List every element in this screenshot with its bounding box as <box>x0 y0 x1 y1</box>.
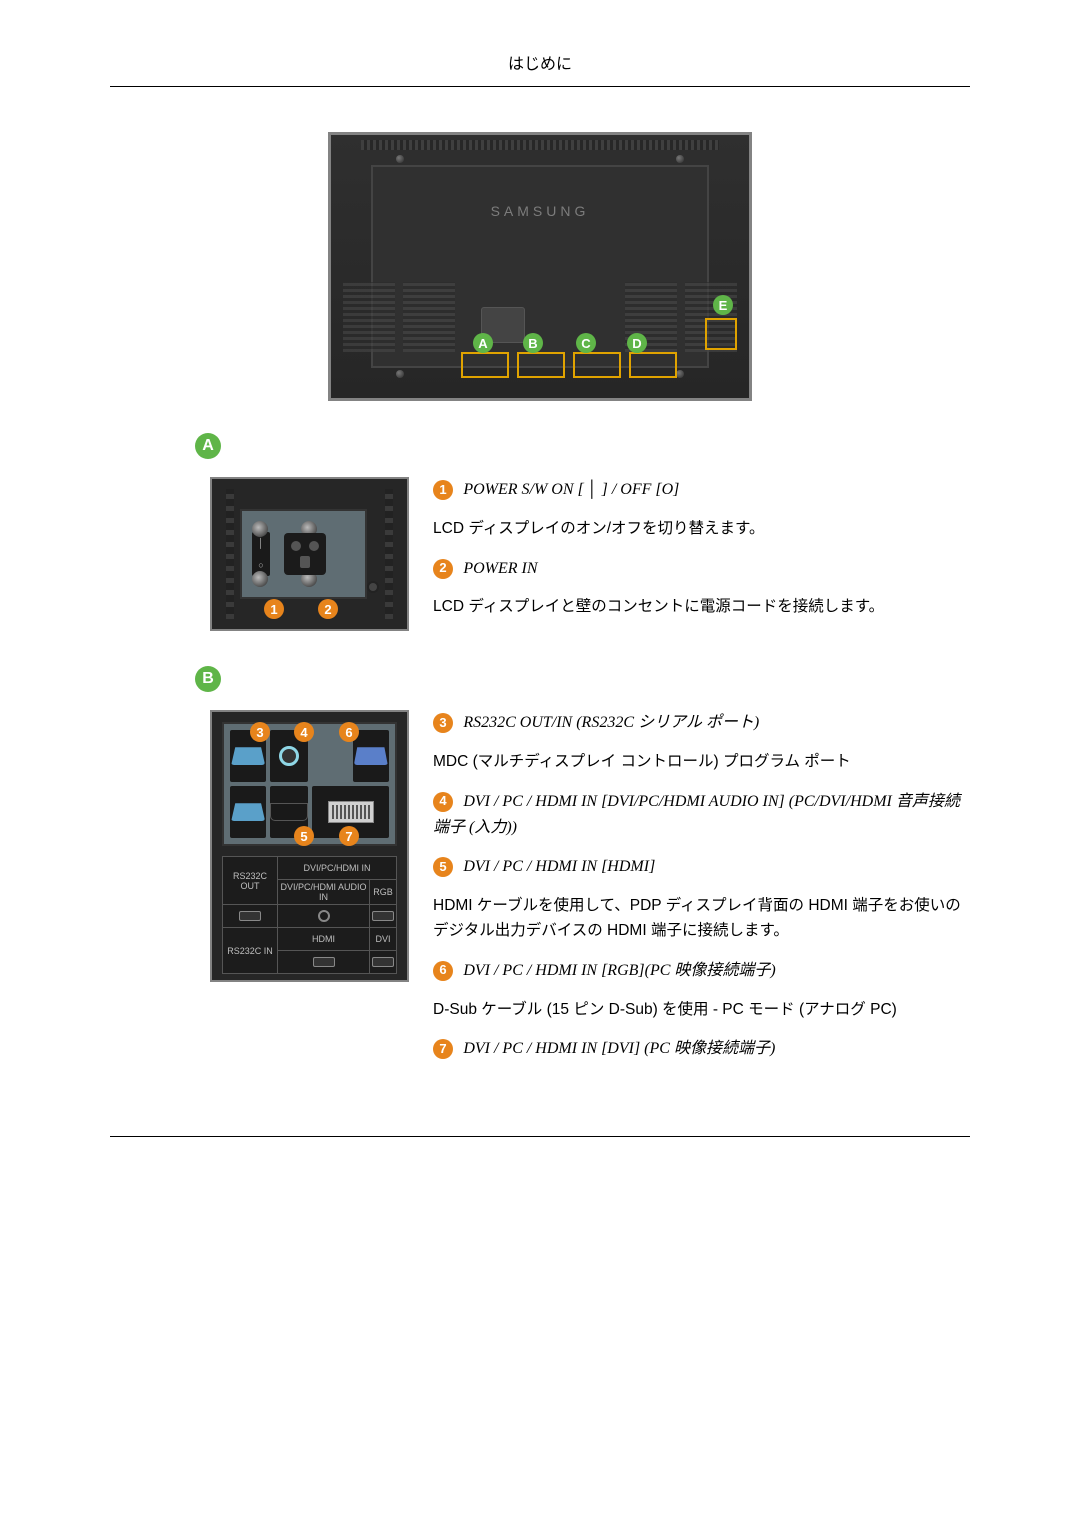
item-body: LCD ディスプレイと壁のコンセントに電源コードを接続します。 <box>433 595 970 620</box>
vent-icon <box>343 282 395 352</box>
section-B-desc: 3 RS232C OUT/IN (RS232C シリアル ポート) MDC (マ… <box>433 710 970 1076</box>
item-body: LCD ディスプレイのオン/オフを切り替えます。 <box>433 517 970 542</box>
marker-1-icon: 1 <box>264 599 284 619</box>
legend-slot <box>223 905 278 928</box>
marker-7-icon: 7 <box>433 1039 453 1059</box>
port-highlight-C <box>573 352 621 378</box>
section-B-thumb: 3 4 6 5 7 <box>210 710 409 982</box>
section-A-thumb: │○ 1 2 <box>210 477 409 631</box>
mount-holes-icon <box>226 489 234 619</box>
section-badge-A: A <box>195 433 221 459</box>
port-highlight-B <box>517 352 565 378</box>
legend-slot <box>369 951 396 974</box>
marker-3-icon: 3 <box>250 722 270 742</box>
item-body: D-Sub ケーブル (15 ピン D-Sub) を使用 - PC モード (ア… <box>433 998 970 1023</box>
item-title: DVI / PC / HDMI IN [DVI] (PC 映像接続端子) <box>463 1040 775 1057</box>
rgb-port-icon <box>353 730 389 782</box>
power-inlet-icon <box>284 533 326 575</box>
marker-4-icon: 4 <box>433 792 453 812</box>
screw-icon <box>676 155 684 163</box>
marker-1-icon: 1 <box>433 480 453 500</box>
section-badge-B: B <box>195 666 221 692</box>
screw-icon <box>396 370 404 378</box>
legend-cell: RS232C IN <box>223 928 278 974</box>
marker-2-icon: 2 <box>433 559 453 579</box>
signal-panel-illustration: 3 4 6 5 7 <box>210 710 409 982</box>
port-legend: RS232C OUT DVI/PC/HDMI IN DVI/PC/HDMI AU… <box>222 856 397 974</box>
marker-A-icon: A <box>473 333 493 353</box>
port-highlight-A <box>461 352 509 378</box>
legend-slot <box>369 905 396 928</box>
item-title: RS232C OUT/IN (RS232C シリアル ポート) <box>463 714 759 731</box>
item-title: DVI / PC / HDMI IN [HDMI] <box>463 858 655 875</box>
section-A-desc: 1 POWER S/W ON [ │ ] / OFF [O] LCD ディスプレ… <box>433 477 970 634</box>
legend-slot <box>278 951 370 974</box>
marker-4-icon: 4 <box>294 722 314 742</box>
item-body: MDC (マルチディスプレイ コントロール) プログラム ポート <box>433 750 970 775</box>
power-plate: │○ <box>240 509 367 599</box>
marker-5-icon: 5 <box>294 826 314 846</box>
vent-icon <box>403 282 455 352</box>
item-title: DVI / PC / HDMI IN [DVI/PC/HDMI AUDIO IN… <box>433 793 960 836</box>
item-title: POWER IN <box>463 560 537 577</box>
port-legend-table: RS232C OUT DVI/PC/HDMI IN DVI/PC/HDMI AU… <box>222 856 397 974</box>
top-vent-strip <box>361 140 719 150</box>
marker-3-icon: 3 <box>433 713 453 733</box>
power-panel-illustration: │○ 1 2 <box>210 477 409 631</box>
marker-2-icon: 2 <box>318 599 338 619</box>
screw-icon <box>676 370 684 378</box>
rs232c-port-icon <box>230 786 266 838</box>
signal-plate: 3 4 6 5 7 <box>222 722 397 846</box>
item-title: POWER S/W ON [ │ ] / OFF [O] <box>463 481 679 498</box>
screw-icon <box>396 155 404 163</box>
port-highlight-E <box>705 318 737 350</box>
rear-panel-illustration: SAMSUNG A B C D E <box>328 132 752 401</box>
legend-cell: RGB <box>369 880 396 905</box>
marker-C-icon: C <box>576 333 596 353</box>
marker-B-icon: B <box>523 333 543 353</box>
mount-holes-icon <box>385 489 393 619</box>
top-rule <box>110 86 970 87</box>
section-B-row: 3 4 6 5 7 <box>210 710 970 1076</box>
screw-icon <box>252 521 268 537</box>
led-icon <box>367 581 379 593</box>
port-highlight-D <box>629 352 677 378</box>
legend-cell: DVI/PC/HDMI AUDIO IN <box>278 880 370 905</box>
marker-D-icon: D <box>627 333 647 353</box>
legend-cell: DVI <box>369 928 396 951</box>
page: はじめに SAMSUNG A B <box>0 0 1080 1197</box>
item-body: HDMI ケーブルを使用して、PDP ディスプレイ背面の HDMI 端子をお使い… <box>433 894 970 944</box>
port-highlight-row <box>461 352 677 378</box>
legend-cell: RS232C OUT <box>223 857 278 905</box>
item-title: DVI / PC / HDMI IN [RGB](PC 映像接続端子) <box>463 962 775 979</box>
bottom-rule <box>110 1136 970 1137</box>
marker-E-icon: E <box>713 295 733 315</box>
marker-6-icon: 6 <box>433 961 453 981</box>
content: SAMSUNG A B C D E A <box>110 132 970 1076</box>
section-A-row: │○ 1 2 1 POWER S/W ON [ │ ] / OFF [O] LC… <box>210 477 970 634</box>
marker-7-icon: 7 <box>339 826 359 846</box>
screw-icon <box>252 571 268 587</box>
legend-cell: HDMI <box>278 928 370 951</box>
page-title: はじめに <box>110 50 970 74</box>
marker-5-icon: 5 <box>433 857 453 877</box>
legend-cell: DVI/PC/HDMI IN <box>278 857 397 880</box>
power-switch-icon: │○ <box>252 532 270 576</box>
brand-label: SAMSUNG <box>373 203 707 219</box>
legend-slot <box>278 905 370 928</box>
